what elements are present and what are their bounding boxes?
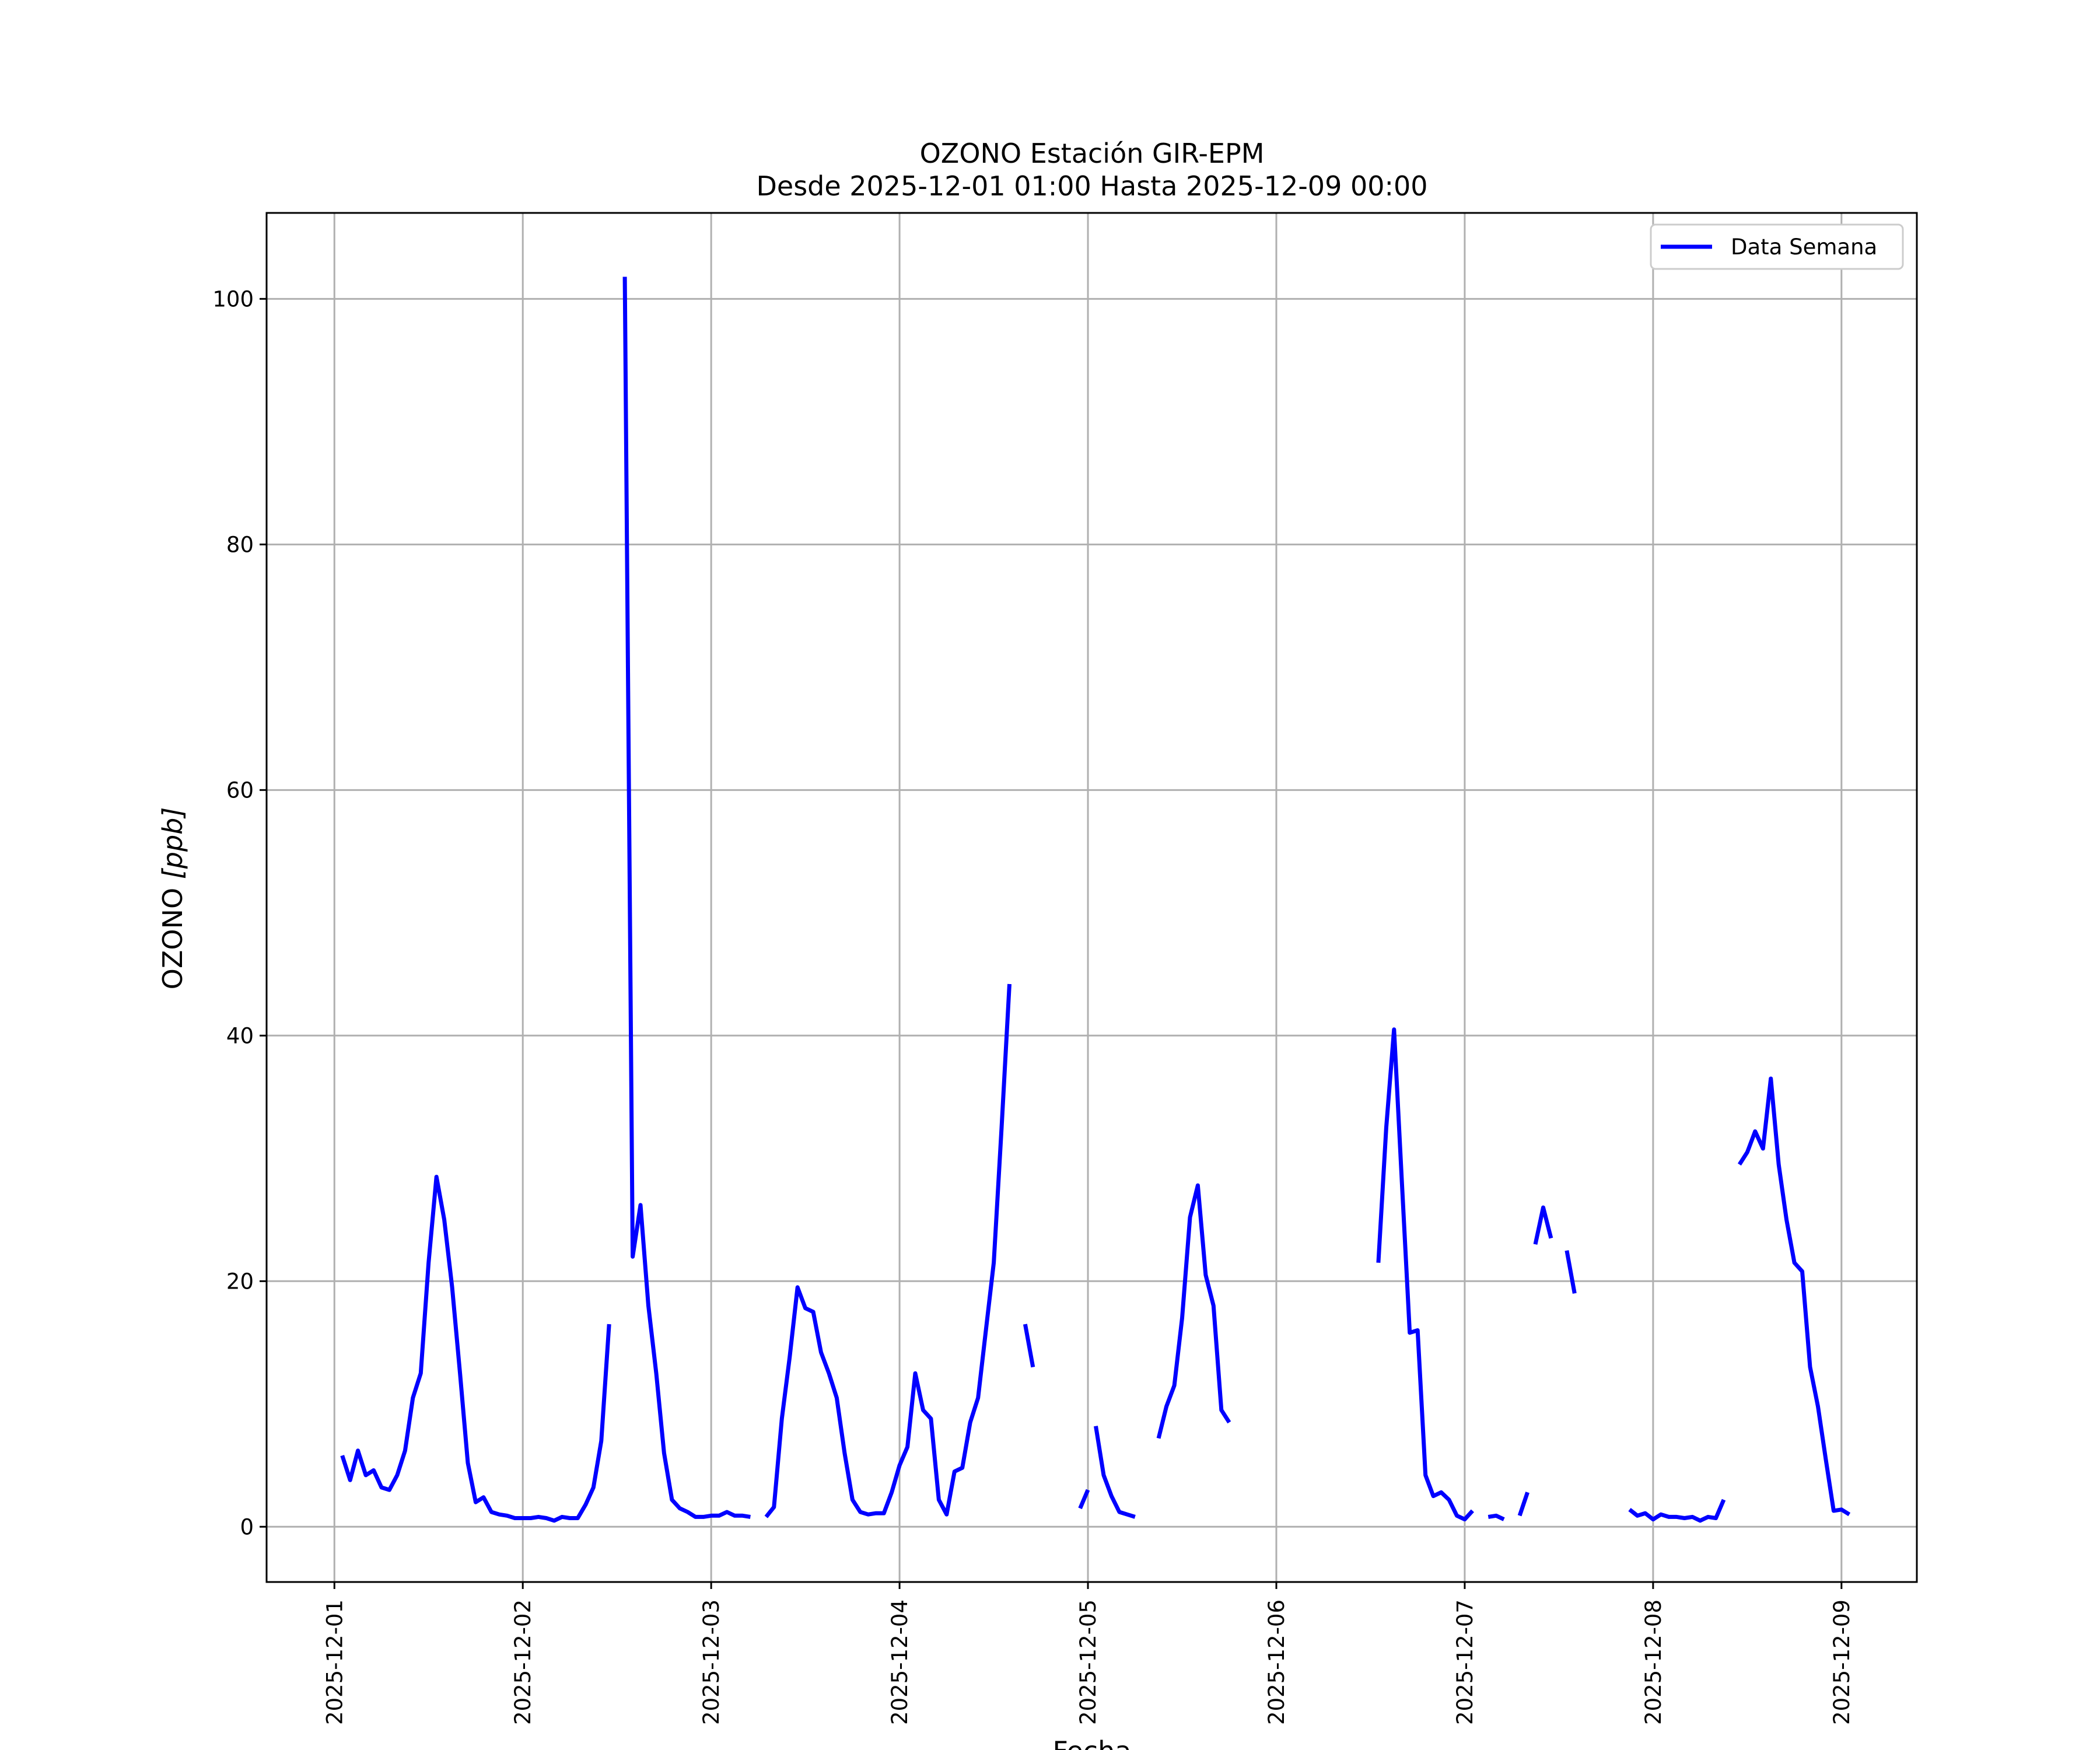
y-tick-label: 0 <box>240 1514 254 1539</box>
legend-label-data-semana: Data Semana <box>1731 235 1877 260</box>
legend-box <box>1650 223 1904 270</box>
series-segment <box>1533 1205 1553 1245</box>
y-axis-label: OZONO [ppb] <box>157 807 188 990</box>
y-tick-label: 100 <box>212 286 254 312</box>
x-tick-label: 2025-12-04 <box>887 1600 912 1725</box>
series-segment <box>1376 1027 1474 1522</box>
series-segment <box>1078 1489 1090 1510</box>
plot-area-frame <box>265 212 1918 1583</box>
chart-title: OZONO Estación GIR-EPM <box>920 138 1265 169</box>
x-tick-label: 2025-12-07 <box>1452 1600 1478 1725</box>
x-tick-label: 2025-12-05 <box>1076 1600 1101 1725</box>
series-segment <box>764 984 1012 1518</box>
x-tick-label: 2025-12-03 <box>699 1600 724 1725</box>
y-axis-ticks: 0 20 40 60 80 100 <box>212 286 267 1539</box>
chart-subtitle: Desde 2025-12-01 01:00 Hasta 2025-12-09 … <box>756 170 1427 202</box>
y-tick-label: 20 <box>226 1269 254 1294</box>
x-tick-label: 2025-12-01 <box>322 1600 347 1725</box>
y-tick-label: 40 <box>226 1023 254 1048</box>
x-axis-ticks: 2025-12-01 2025-12-02 2025-12-03 2025-12-04… <box>322 1582 1854 1725</box>
x-tick-label: 2025-12-09 <box>1829 1600 1854 1725</box>
series-segment <box>1517 1492 1530 1517</box>
series-segment <box>340 1174 611 1523</box>
series-segment <box>622 276 751 1519</box>
y-tick-label: 60 <box>226 778 254 803</box>
series-segment <box>1156 1183 1231 1439</box>
series-segment <box>1564 1250 1577 1294</box>
data-series-layer <box>340 276 1851 1523</box>
series-segment <box>1488 1513 1505 1521</box>
x-axis-label: Fecha <box>1053 1735 1132 1750</box>
series-segment <box>1628 1499 1726 1523</box>
x-tick-label: 2025-12-06 <box>1264 1600 1289 1725</box>
x-tick-label: 2025-12-02 <box>510 1600 536 1725</box>
series-segment <box>1737 1076 1851 1517</box>
y-axis-label-unit: [ppb] <box>157 807 188 880</box>
y-axis-label-name: OZONO <box>157 879 188 989</box>
series-segment <box>1023 1324 1035 1368</box>
legend: Data Semana <box>1650 223 1904 270</box>
series-segment <box>1094 1426 1136 1519</box>
x-tick-label: 2025-12-08 <box>1641 1600 1666 1725</box>
gridlines <box>267 213 1917 1582</box>
y-tick-label: 80 <box>226 532 254 557</box>
